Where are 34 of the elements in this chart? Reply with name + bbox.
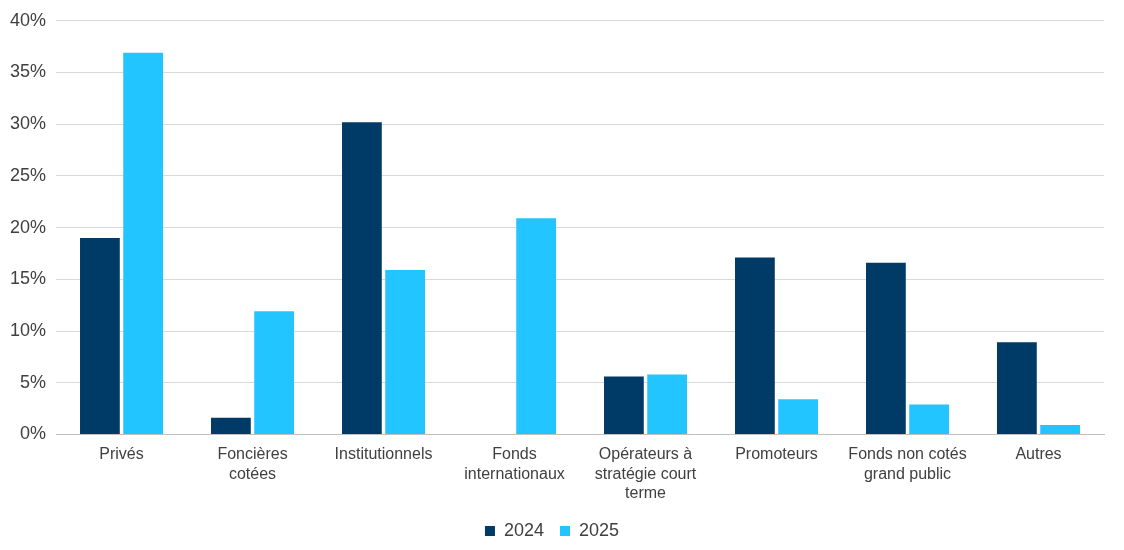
bar (516, 218, 557, 434)
y-tick-label: 10% (10, 319, 47, 340)
bar (1040, 425, 1080, 434)
bar (909, 404, 950, 434)
y-tick-label: 20% (10, 216, 47, 237)
bar (866, 262, 906, 434)
y-tick-label: 15% (10, 268, 47, 289)
y-tick-label: 35% (10, 61, 47, 82)
bar (254, 311, 295, 434)
bar (735, 257, 775, 434)
bar (80, 237, 120, 434)
bar (778, 399, 819, 434)
x-tick-label: Fonds non cotés grand public (848, 445, 967, 482)
bar (647, 374, 688, 434)
bar (211, 417, 251, 434)
x-tick-label: Privés (99, 445, 144, 463)
legend-label: 2025 (579, 519, 620, 540)
x-tick-label: Autres (1015, 445, 1062, 463)
y-tick-label: 30% (10, 113, 47, 134)
y-tick-label: 25% (10, 164, 47, 185)
x-tick-label: Fonds internationaux (464, 445, 565, 482)
x-tick-label: Institutionnels (334, 445, 433, 463)
bar (604, 376, 644, 434)
bar (123, 52, 164, 434)
bar (997, 342, 1037, 434)
y-tick-label: 5% (20, 371, 47, 392)
x-tick-label: Foncières cotées (217, 445, 288, 482)
bar (385, 269, 426, 434)
y-tick-label: 0% (20, 423, 47, 444)
x-tick-label: Opérateurs à stratégie court terme (594, 445, 697, 501)
y-tick-label: 40% (10, 9, 47, 30)
bar (342, 122, 382, 434)
x-tick-label: Promoteurs (735, 445, 818, 463)
legend-label: 2024 (503, 519, 544, 540)
